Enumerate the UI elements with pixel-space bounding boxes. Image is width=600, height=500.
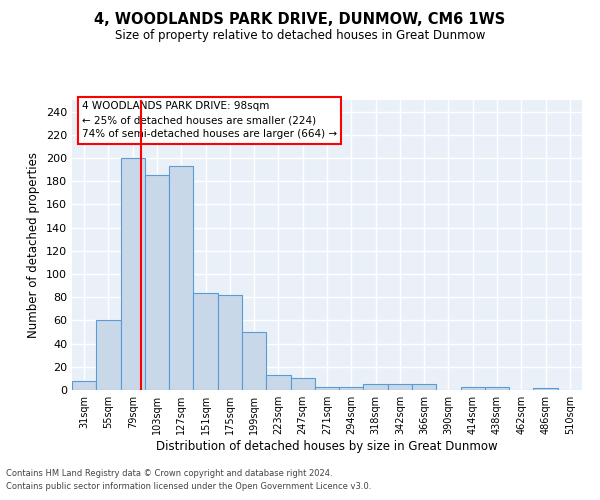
Bar <box>169 166 193 390</box>
Bar <box>533 388 558 390</box>
Bar <box>242 332 266 390</box>
Bar <box>193 292 218 390</box>
Bar <box>461 386 485 390</box>
Bar <box>72 380 96 390</box>
Bar <box>290 378 315 390</box>
Text: 4, WOODLANDS PARK DRIVE, DUNMOW, CM6 1WS: 4, WOODLANDS PARK DRIVE, DUNMOW, CM6 1WS <box>94 12 506 28</box>
Text: Size of property relative to detached houses in Great Dunmow: Size of property relative to detached ho… <box>115 29 485 42</box>
X-axis label: Distribution of detached houses by size in Great Dunmow: Distribution of detached houses by size … <box>156 440 498 453</box>
Bar <box>315 386 339 390</box>
Bar <box>485 386 509 390</box>
Bar <box>121 158 145 390</box>
Bar <box>96 320 121 390</box>
Text: 4 WOODLANDS PARK DRIVE: 98sqm
← 25% of detached houses are smaller (224)
74% of : 4 WOODLANDS PARK DRIVE: 98sqm ← 25% of d… <box>82 102 337 140</box>
Bar <box>145 176 169 390</box>
Text: Contains HM Land Registry data © Crown copyright and database right 2024.: Contains HM Land Registry data © Crown c… <box>6 468 332 477</box>
Bar <box>388 384 412 390</box>
Bar <box>339 386 364 390</box>
Bar <box>364 384 388 390</box>
Text: Contains public sector information licensed under the Open Government Licence v3: Contains public sector information licen… <box>6 482 371 491</box>
Y-axis label: Number of detached properties: Number of detached properties <box>28 152 40 338</box>
Bar <box>412 384 436 390</box>
Bar <box>218 295 242 390</box>
Bar <box>266 375 290 390</box>
